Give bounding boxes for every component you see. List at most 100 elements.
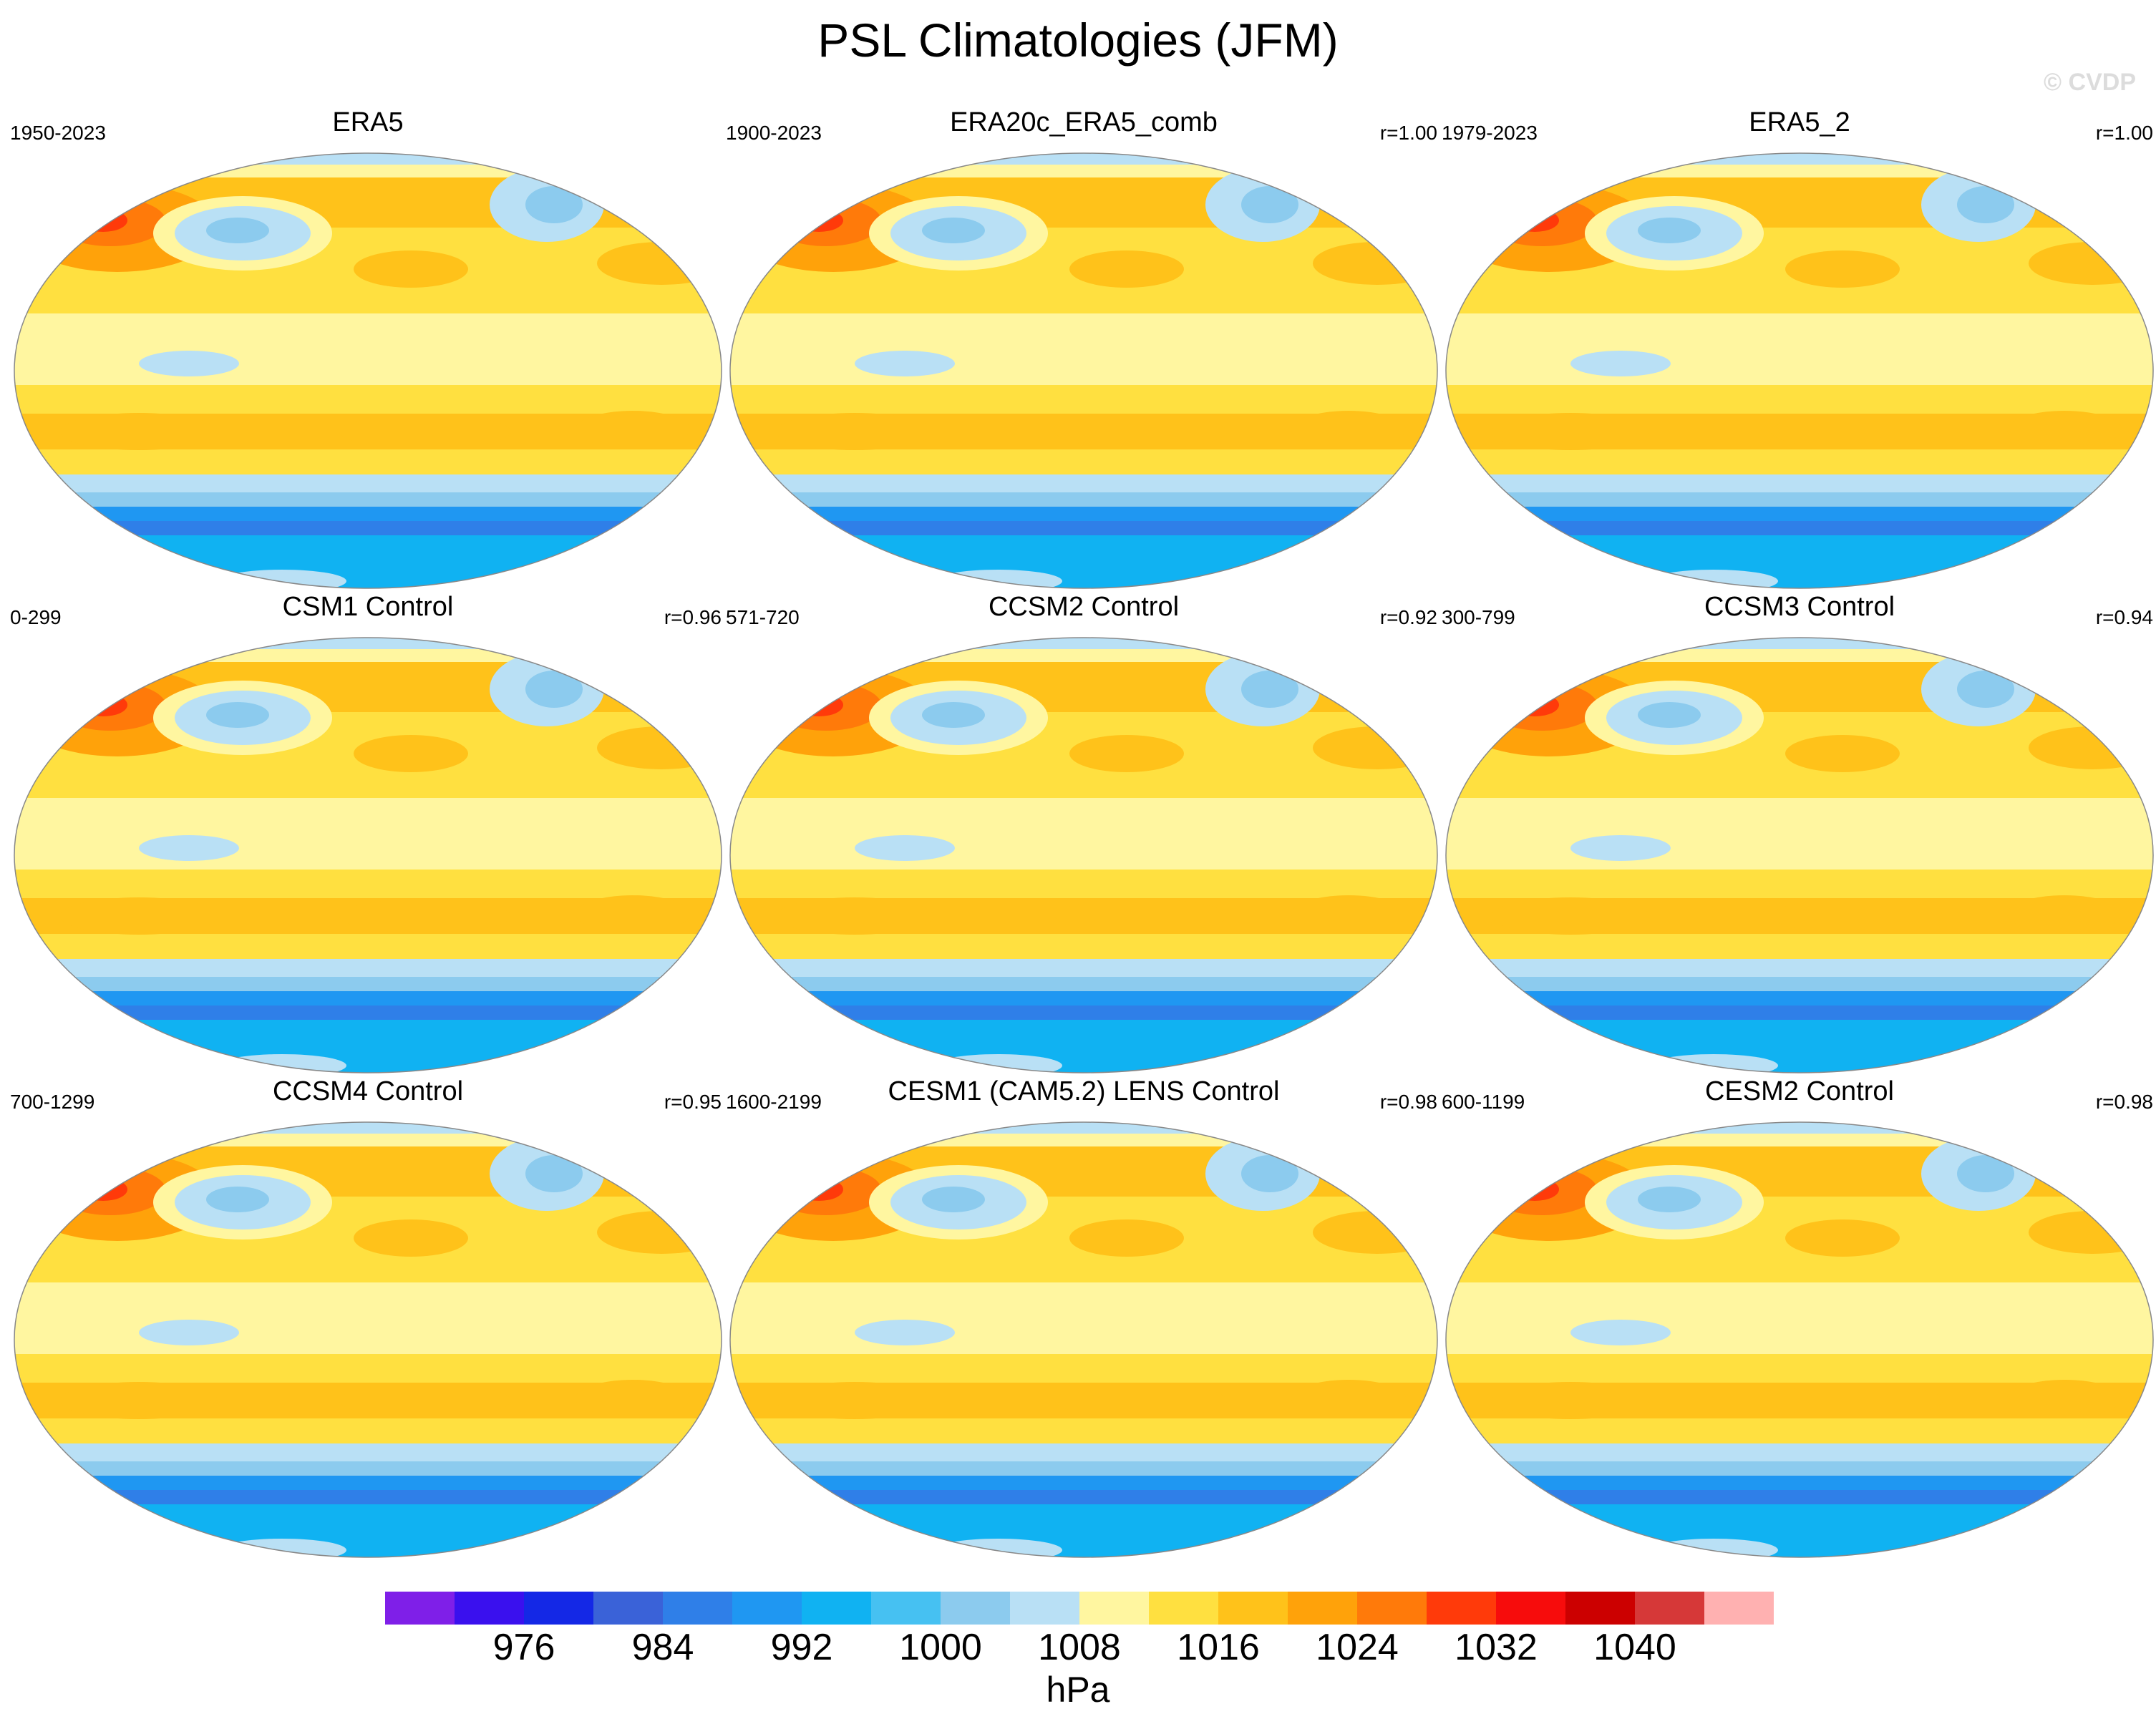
siberian-high-peak <box>795 693 843 716</box>
latitude-band <box>14 535 722 588</box>
south-pacific-high <box>1771 899 1943 933</box>
colorbar-swatch <box>1496 1592 1566 1625</box>
arctic-band <box>730 638 1437 649</box>
latitude-band <box>1446 1443 2153 1461</box>
south-pacific-high <box>339 1383 511 1418</box>
latitude-band <box>1446 977 2153 991</box>
latitude-band <box>730 1504 1437 1557</box>
indian-ocean-high <box>60 1382 218 1419</box>
maritime-low <box>855 835 955 861</box>
latitude-band <box>14 977 722 991</box>
map-field <box>14 153 722 588</box>
panel-correlation: r=1.00 <box>1379 122 1437 144</box>
indian-ocean-high <box>60 897 218 935</box>
aleutian-low-core <box>1638 218 1701 243</box>
panel-correlation: r=1.00 <box>2095 122 2153 144</box>
map-field <box>1446 1122 2153 1557</box>
map-field <box>1446 153 2153 588</box>
map-panel-cesm1-lens-control: CESM1 (CAM5.2) LENS Control 1600-2199 r=… <box>726 1075 1442 1562</box>
icelandic-low-core <box>1957 186 2014 223</box>
aleutian-low-core <box>1638 702 1701 728</box>
latitude-band <box>730 313 1437 385</box>
south-pacific-high <box>1055 414 1227 449</box>
latitude-band <box>1446 474 2153 492</box>
icelandic-low-core <box>525 671 583 708</box>
panel-correlation: r=0.94 <box>2095 606 2153 628</box>
azores-high <box>597 1211 722 1254</box>
icelandic-low-core <box>525 1155 583 1192</box>
map-field <box>14 1122 722 1557</box>
watermark: © CVDP <box>2044 69 2136 96</box>
maritime-low <box>139 351 239 376</box>
colorbar <box>385 1592 1774 1625</box>
indian-ocean-high <box>1492 1382 1649 1419</box>
north-pacific-high <box>354 250 468 288</box>
colorbar-swatch <box>1427 1592 1497 1625</box>
latitude-band <box>14 991 722 1005</box>
latitude-band <box>14 1354 722 1383</box>
latitude-band <box>730 492 1437 507</box>
indian-ocean-high <box>776 1382 933 1419</box>
latitude-band <box>1446 991 2153 1005</box>
latitude-band <box>1446 769 2153 798</box>
map-frame <box>729 152 1438 589</box>
map-field <box>730 1122 1437 1557</box>
latitude-band <box>730 285 1437 313</box>
latitude-band <box>14 870 722 898</box>
latitude-band <box>14 1020 722 1073</box>
colorbar-tick-label: 1008 <box>1038 1627 1121 1668</box>
latitude-band <box>14 1418 722 1443</box>
latitude-band <box>14 385 722 414</box>
latitude-band <box>730 977 1437 991</box>
colorbar-swatch <box>1079 1592 1150 1625</box>
colorbar-swatch <box>941 1592 1011 1625</box>
panel-years: 571-720 <box>726 606 800 628</box>
north-pacific-high <box>1069 1219 1184 1257</box>
latitude-band <box>730 385 1437 414</box>
latitude-band <box>14 521 722 535</box>
panel-years: 1900-2023 <box>726 122 822 144</box>
map-frame <box>14 637 722 1073</box>
colorbar-swatch <box>385 1592 455 1625</box>
colorbar-swatches <box>385 1592 1774 1625</box>
icelandic-low-core <box>525 186 583 223</box>
latitude-band <box>730 521 1437 535</box>
latitude-band <box>14 769 722 798</box>
panel-years: 600-1199 <box>1442 1091 1525 1113</box>
latitude-band <box>14 313 722 385</box>
map-panel-csm1-control: CSM1 Control 0-299 r=0.96 <box>10 590 726 1077</box>
map-frame <box>1445 152 2154 589</box>
map-panel-era5-2: ERA5_2 1979-2023 r=1.00 <box>1442 106 2156 593</box>
colorbar-tick-label: 1016 <box>1177 1627 1260 1668</box>
latitude-band <box>730 1461 1437 1476</box>
latitude-band <box>730 1282 1437 1354</box>
aleutian-low-core <box>206 218 269 243</box>
latitude-band <box>730 1443 1437 1461</box>
aleutian-low-core <box>206 702 269 728</box>
south-pacific-high <box>1055 1383 1227 1418</box>
south-atlantic-high <box>2007 411 2122 448</box>
panel-title: CESM1 (CAM5.2) LENS Control <box>888 1076 1280 1106</box>
colorbar-swatch <box>455 1592 525 1625</box>
panel-title: CCSM4 Control <box>272 1076 464 1106</box>
maritime-low <box>139 835 239 861</box>
siberian-high-peak <box>1510 1178 1559 1201</box>
map-frame <box>1445 1121 2154 1558</box>
arctic-band <box>14 1122 722 1134</box>
panel-title: ERA5_2 <box>1749 107 1850 137</box>
south-pacific-high <box>1771 414 1943 449</box>
panel-correlation: r=0.98 <box>1379 1091 1437 1113</box>
psl-map <box>14 637 722 1073</box>
map-field <box>14 638 722 1073</box>
colorbar-swatch <box>593 1592 664 1625</box>
arctic-band <box>1446 638 2153 649</box>
latitude-band <box>14 1476 722 1490</box>
colorbar-tick-label: 1032 <box>1455 1627 1538 1668</box>
latitude-band <box>730 1254 1437 1282</box>
map-field <box>730 153 1437 588</box>
psl-map <box>14 152 722 589</box>
latitude-band <box>730 1476 1437 1490</box>
south-pacific-high <box>339 414 511 449</box>
aleutian-low-core <box>922 1187 985 1212</box>
latitude-band <box>14 1282 722 1354</box>
